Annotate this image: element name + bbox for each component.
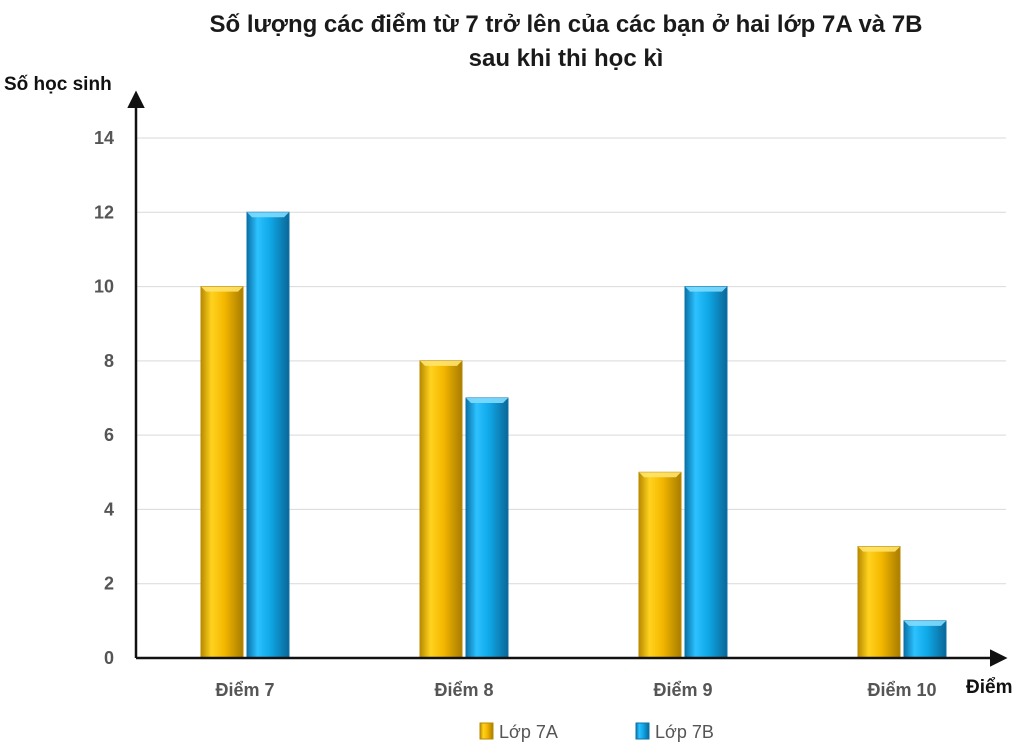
bar-7a-7: [200, 286, 244, 659]
y-axis-label: Số học sinh: [4, 74, 112, 95]
y-tick-labels: 0 2 4 6 8 10 12 14: [94, 128, 114, 668]
legend-swatch: [635, 722, 650, 740]
y-tick-label: 8: [104, 351, 114, 371]
bars: [200, 211, 947, 659]
chart-title-line-1: Số lượng các điểm từ 7 trở lên của các b…: [210, 11, 923, 38]
y-tick-label: 12: [94, 202, 114, 222]
x-category-label: Điểm 9: [653, 680, 712, 700]
y-tick-label: 6: [104, 425, 114, 445]
bar-7a-10: [857, 546, 901, 659]
legend-item-7a: Lớp 7A: [479, 722, 558, 742]
y-tick-label: 4: [104, 499, 114, 519]
y-tick-label: 0: [104, 648, 114, 668]
x-category-label: Điểm 10: [867, 680, 936, 700]
y-tick-label: 14: [94, 128, 114, 148]
y-tick-label: 10: [94, 277, 114, 297]
bar-7b-9: [684, 286, 728, 659]
x-category-label: Điểm 8: [434, 680, 493, 700]
y-tick-label: 2: [104, 574, 114, 594]
legend: Lớp 7A Lớp 7B: [479, 722, 714, 742]
legend-swatch: [479, 722, 494, 740]
bar-7a-8: [419, 360, 463, 659]
legend-label: Lớp 7B: [655, 722, 714, 742]
legend-item-7b: Lớp 7B: [635, 722, 714, 742]
bar-7a-9: [638, 471, 682, 659]
x-axis-label: Điểm: [966, 677, 1012, 698]
category-labels: Điểm 7 Điểm 8 Điểm 9 Điểm 10: [215, 680, 936, 700]
bar-7b-10: [903, 620, 947, 659]
chart-title-line-2: sau khi thi học kì: [469, 45, 664, 72]
legend-label: Lớp 7A: [499, 722, 558, 742]
x-category-label: Điểm 7: [215, 680, 274, 700]
bar-7b-7: [246, 211, 290, 659]
bar-7b-8: [465, 397, 509, 659]
